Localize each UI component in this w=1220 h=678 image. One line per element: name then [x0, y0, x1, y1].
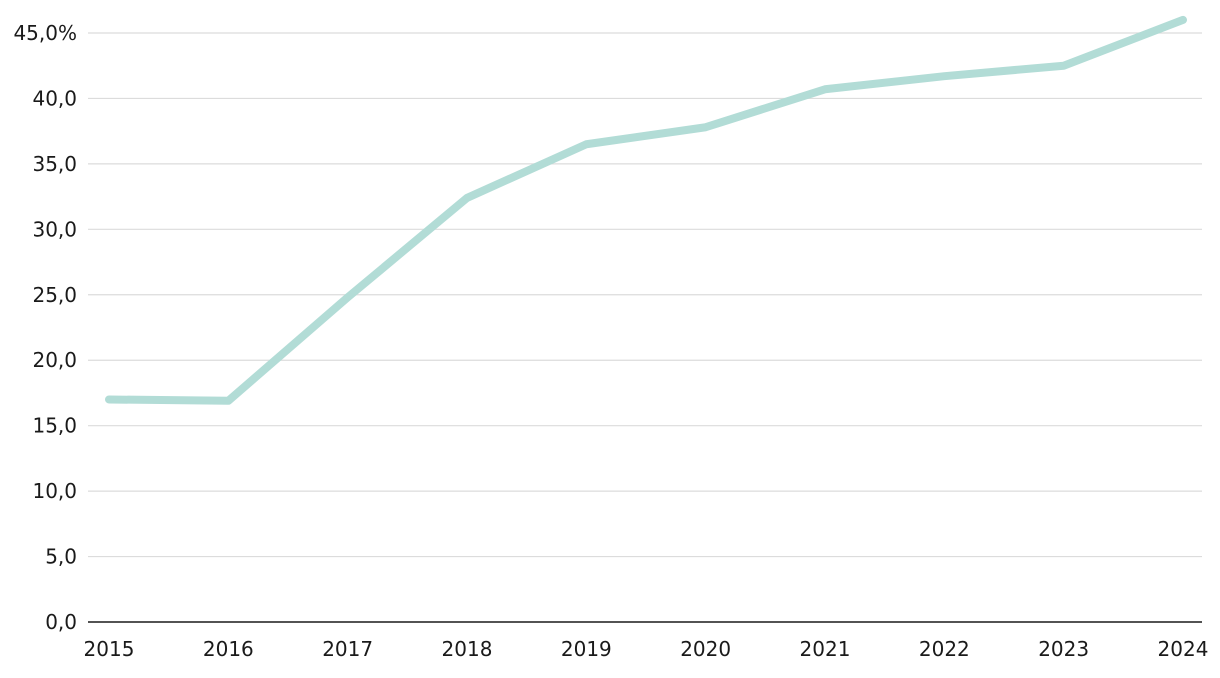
x-tick-label: 2021 [800, 637, 851, 661]
y-tick-label: 20,0 [32, 348, 77, 372]
x-tick-label: 2016 [203, 637, 254, 661]
x-tick-label: 2022 [919, 637, 970, 661]
x-tick-label: 2020 [680, 637, 731, 661]
y-tick-label: 45,0% [13, 21, 77, 45]
y-tick-label: 30,0 [32, 217, 77, 241]
series-group [105, 15, 1187, 405]
y-tick-label: 25,0 [32, 283, 77, 307]
y-tick-label: 40,0 [32, 86, 77, 110]
y-tick-label: 5,0 [45, 545, 77, 569]
x-tick-label: 2024 [1158, 637, 1209, 661]
series-line [105, 15, 1187, 405]
y-tick-label: 35,0 [32, 152, 77, 176]
x-tick-label: 2015 [84, 637, 135, 661]
y-tick-label: 15,0 [32, 414, 77, 438]
x-tick-label: 2019 [561, 637, 612, 661]
x-tick-label: 2017 [322, 637, 373, 661]
x-axis-tick-labels: 2015 2016 2017 2018 2019 2020 2021 2022 2023 2024 [84, 637, 1209, 661]
x-tick-label: 2018 [442, 637, 493, 661]
y-tick-label: 0,0 [45, 610, 77, 634]
grid-lines [88, 32, 1202, 558]
y-axis-tick-labels: 0,0 5,0 10,0 15,0 20,0 25,0 30,0 35,0 40,0 45,0% [13, 21, 77, 634]
x-tick-label: 2023 [1038, 637, 1089, 661]
y-tick-label: 10,0 [32, 479, 77, 503]
